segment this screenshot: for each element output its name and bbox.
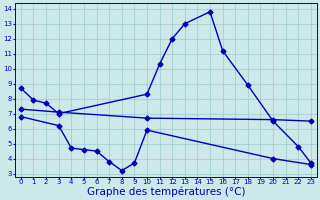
X-axis label: Graphe des températures (°C): Graphe des températures (°C) — [87, 187, 245, 197]
